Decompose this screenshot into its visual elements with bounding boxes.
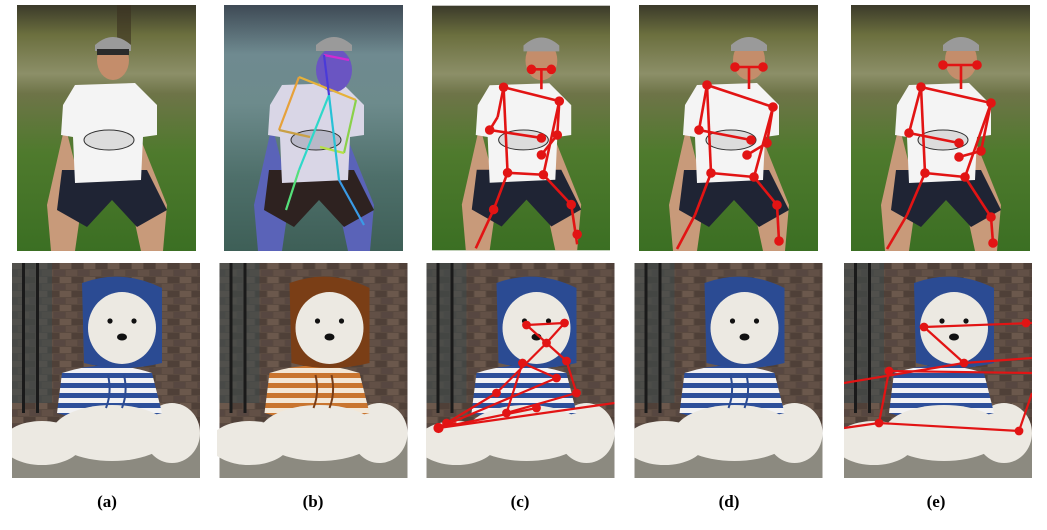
pose-skeleton-d bbox=[639, 5, 818, 251]
label-d: (d) bbox=[718, 492, 740, 511]
bear-skeleton-e bbox=[844, 263, 1032, 478]
pose-parsing-b bbox=[224, 5, 403, 251]
label-c: (c) bbox=[510, 492, 530, 511]
label-b: (b) bbox=[302, 492, 324, 511]
person-photo-a bbox=[17, 5, 196, 251]
pose-skeleton-e bbox=[851, 5, 1030, 251]
bear-recolored-b bbox=[217, 263, 410, 478]
bear-photo-a bbox=[12, 263, 200, 478]
label-a: (a) bbox=[97, 492, 117, 511]
bear-skeleton-c bbox=[426, 263, 615, 478]
label-e: (e) bbox=[926, 492, 946, 511]
bear-photo-d bbox=[634, 263, 823, 478]
pose-skeleton-c bbox=[432, 5, 610, 251]
